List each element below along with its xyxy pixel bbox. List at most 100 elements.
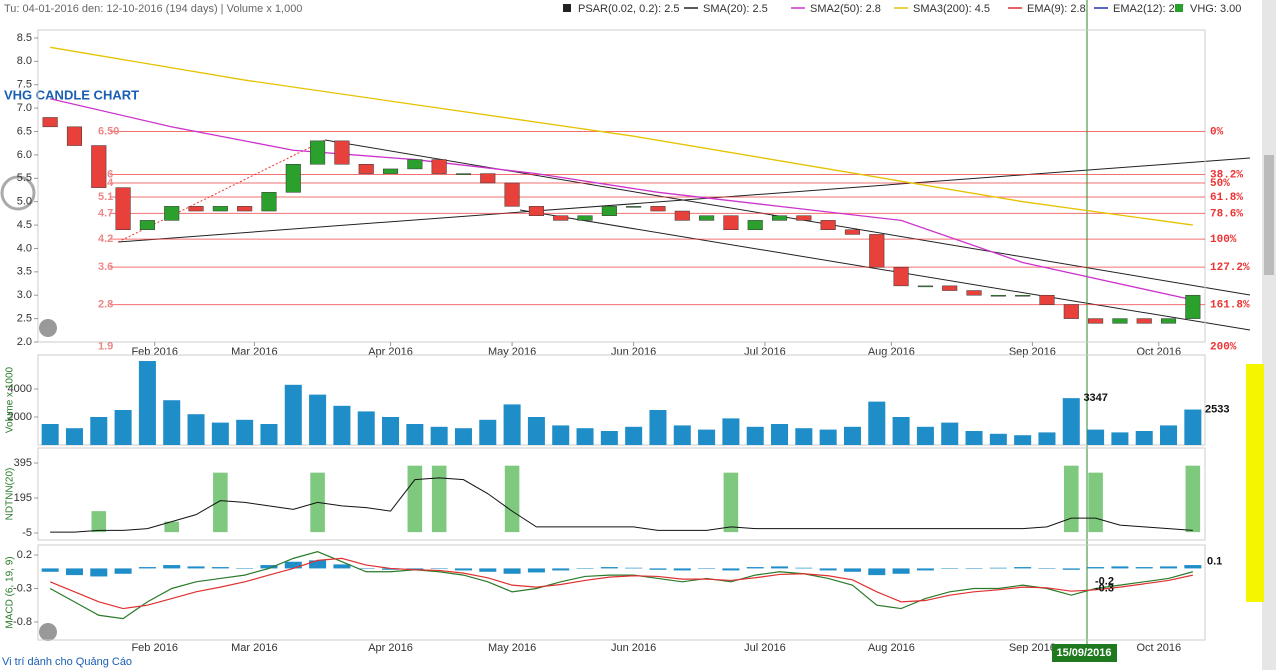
help-icon[interactable] <box>39 623 57 641</box>
fib-label: 200% <box>1210 342 1237 354</box>
macd-bar <box>163 565 181 569</box>
ad-note: Vi trí dành cho Quảng Cáo <box>2 656 132 668</box>
panel-frame <box>37 544 1206 641</box>
macd-bar <box>892 568 910 574</box>
help-icon[interactable] <box>39 319 57 337</box>
macd-bar <box>236 568 254 569</box>
macd-bar <box>503 568 521 574</box>
volume-bar <box>843 426 861 445</box>
macd-bar <box>600 567 618 569</box>
candle <box>1136 318 1152 324</box>
panel-frame <box>37 354 1206 446</box>
volume-bar <box>1135 431 1153 445</box>
volume-bar <box>260 424 278 445</box>
candle <box>261 192 277 212</box>
x-tick-label: Oct 2016 <box>1136 642 1181 654</box>
macd-bar <box>1062 568 1080 570</box>
candle <box>528 206 544 216</box>
fib-label: 127.2% <box>1210 262 1250 274</box>
y-tick-label: 7.0 <box>17 102 32 114</box>
scrollbar[interactable] <box>1262 0 1276 670</box>
y-tick-label: 0.2 <box>17 549 32 561</box>
macd-bar <box>1184 565 1202 569</box>
volume-bar <box>357 411 375 445</box>
candle <box>917 285 933 288</box>
candle <box>115 187 131 230</box>
volume-bar <box>284 384 302 445</box>
candle <box>626 206 642 208</box>
candle <box>431 159 447 174</box>
indicator-line <box>50 46 1193 226</box>
volume-bar <box>1062 398 1080 445</box>
fib-label: 161.8% <box>1210 299 1250 311</box>
y-tick-label: 4.5 <box>17 219 32 231</box>
legend-label: SMA(20): 2.5 <box>703 3 768 15</box>
macd-bar <box>698 568 716 569</box>
candle <box>553 215 569 221</box>
volume-bar <box>527 417 545 445</box>
signal-line <box>49 557 1193 610</box>
nn-bar <box>213 472 228 533</box>
volume-bar <box>406 424 424 445</box>
macd-bar <box>430 568 448 569</box>
volume-bar <box>819 429 837 445</box>
macd-bar <box>309 560 327 569</box>
legend-label: SMA3(200): 4.5 <box>913 3 990 15</box>
y-tick-label: 3.0 <box>17 289 32 301</box>
candle <box>1112 318 1128 324</box>
macd-bar <box>90 568 108 577</box>
nav-button[interactable] <box>0 175 36 211</box>
x-tick-label: Feb 2016 <box>131 346 177 358</box>
nn-bar <box>1185 465 1201 533</box>
macd-bar <box>1135 567 1153 569</box>
volume-bar <box>625 426 643 445</box>
candle <box>504 182 520 207</box>
candle <box>966 290 982 296</box>
volume-bar <box>1038 432 1056 445</box>
volume-bar <box>114 410 132 445</box>
candle <box>164 206 180 221</box>
cursor-label: 15/09/2016 <box>1056 647 1111 659</box>
candle <box>869 234 885 268</box>
trend-line <box>519 209 1251 331</box>
candle <box>1015 294 1031 297</box>
y-tick-label: 2.0 <box>17 336 32 348</box>
volume-bar <box>649 410 667 445</box>
legend-label: EMA2(12): 2.7 <box>1113 3 1184 15</box>
panel-frame <box>37 447 1206 541</box>
volume-bar <box>333 405 351 445</box>
candle <box>820 220 836 230</box>
y-tick-label: -0.8 <box>13 616 32 628</box>
volume-bar <box>90 417 108 445</box>
volume-bar <box>941 422 959 445</box>
nn-bar <box>91 511 107 533</box>
candle <box>237 206 253 212</box>
x-tick-label: Aug 2016 <box>868 642 915 654</box>
volume-label: 3347 <box>1083 392 1107 404</box>
fib-label: 78.6% <box>1210 208 1243 220</box>
volume-bar <box>1014 435 1032 445</box>
candle <box>42 117 58 128</box>
candle <box>1160 318 1177 324</box>
macd-bar <box>625 567 643 569</box>
volume-bar <box>1087 429 1105 445</box>
volume-bar <box>236 419 254 445</box>
scroll-thumb[interactable] <box>1264 155 1274 275</box>
volume-bar <box>163 400 181 445</box>
macd-bar <box>941 568 959 569</box>
macd-bar <box>868 568 886 576</box>
cursor-box <box>1052 644 1117 662</box>
volume-bar <box>600 431 618 445</box>
volume-bar <box>503 404 521 445</box>
candle <box>893 266 909 287</box>
macd-bar <box>1038 568 1056 569</box>
volume-bar <box>309 394 327 445</box>
volume-bar <box>552 425 570 445</box>
volume-bar <box>1111 432 1129 445</box>
volume-bar <box>771 424 789 445</box>
volume-bar <box>1184 409 1202 445</box>
macd-bar <box>649 568 667 570</box>
macd-bar <box>1087 567 1105 569</box>
x-tick-label: Aug 2016 <box>868 346 915 358</box>
